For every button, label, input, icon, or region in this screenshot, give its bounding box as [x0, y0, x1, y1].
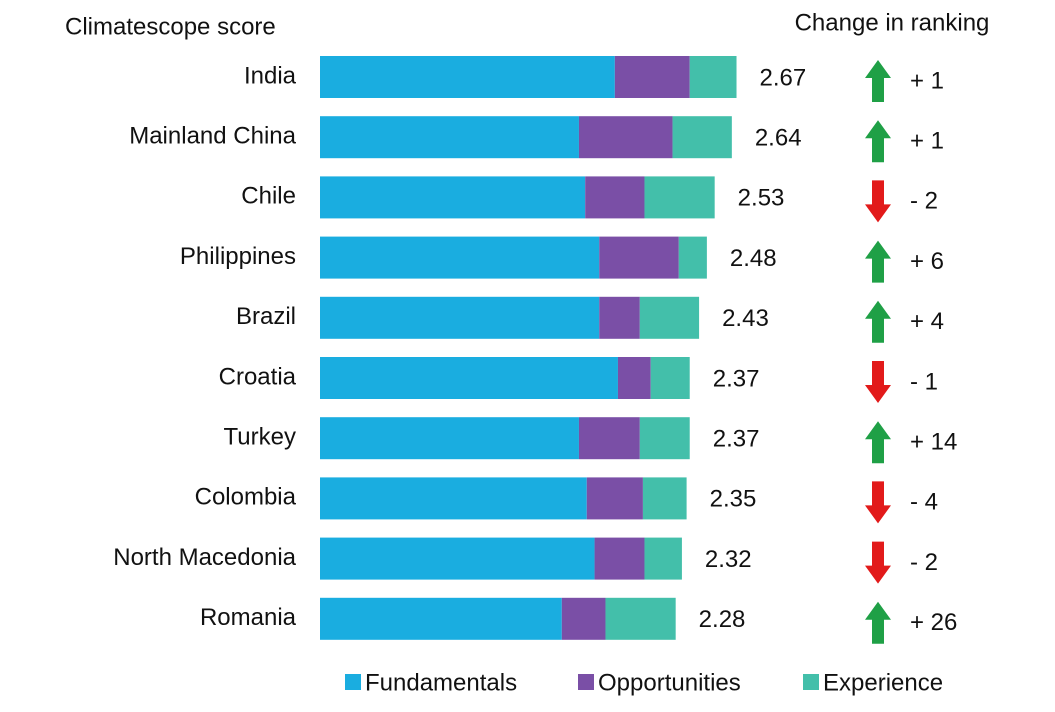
total-label: 2.48 — [730, 245, 777, 272]
bar-segment — [605, 597, 676, 640]
bar-segment — [320, 236, 600, 279]
category-label: Mainland China — [129, 123, 296, 150]
bar-segment — [320, 477, 587, 520]
change-label: + 1 — [910, 128, 944, 155]
bar-segment — [614, 56, 690, 98]
legend-label: Opportunities — [598, 669, 741, 696]
bar-segment — [644, 176, 715, 219]
bar-segment — [594, 537, 645, 580]
bar-segment — [639, 296, 700, 339]
category-label: Croatia — [219, 363, 297, 390]
total-label: 2.43 — [722, 305, 769, 332]
change-label: + 4 — [910, 308, 944, 335]
legend-swatch — [345, 674, 361, 690]
bar-segment — [642, 477, 687, 520]
bar-segment — [672, 116, 732, 159]
category-label: India — [244, 62, 297, 89]
bar-segment — [689, 56, 737, 98]
bar-segment — [561, 597, 606, 640]
change-label: - 2 — [910, 549, 938, 576]
change-arrow — [865, 421, 891, 464]
bar-segment — [578, 417, 640, 460]
total-label: 2.67 — [760, 64, 807, 91]
legend-swatch — [578, 674, 594, 690]
bar-segment — [650, 357, 690, 399]
change-arrow — [865, 240, 891, 283]
bar-segment — [617, 357, 651, 399]
change-label: + 6 — [910, 248, 944, 275]
bar-segment — [586, 477, 643, 520]
change-label: + 14 — [910, 429, 957, 456]
legend-label: Fundamentals — [365, 669, 517, 696]
total-label: 2.53 — [738, 185, 785, 212]
category-label: Romania — [200, 604, 297, 631]
change-arrow — [865, 120, 891, 163]
change-arrow — [865, 180, 891, 223]
legend-label: Experience — [823, 669, 943, 696]
change-label: + 26 — [910, 609, 957, 636]
total-label: 2.35 — [710, 486, 757, 513]
change-arrow — [865, 300, 891, 343]
total-label: 2.32 — [705, 546, 752, 573]
change-label: - 4 — [910, 489, 938, 516]
total-label: 2.37 — [713, 365, 760, 392]
change-arrow — [865, 541, 891, 584]
category-label: Colombia — [195, 484, 297, 511]
bar-segment — [320, 537, 595, 580]
legend-swatch — [803, 674, 819, 690]
change-arrow — [865, 361, 891, 403]
bar-segment — [320, 357, 618, 399]
total-label: 2.37 — [713, 426, 760, 453]
bar-segment — [320, 296, 600, 339]
category-label: Brazil — [236, 303, 296, 330]
bar-segment — [320, 56, 615, 98]
change-arrow — [865, 601, 891, 644]
category-label: Chile — [241, 183, 296, 210]
bar-segment — [320, 176, 586, 219]
bar-segment — [639, 417, 690, 460]
bar-segment — [320, 116, 579, 159]
bar-segment — [320, 597, 562, 640]
change-title: Change in ranking — [795, 9, 990, 36]
change-label: + 1 — [910, 67, 944, 94]
bar-segment — [678, 236, 707, 279]
bar-segment — [320, 417, 579, 460]
chart-title: Climatescope score — [65, 13, 276, 40]
category-label: Turkey — [224, 424, 296, 451]
bar-segment — [644, 537, 682, 580]
bar-segment — [599, 236, 679, 279]
change-arrow — [865, 60, 891, 102]
change-label: - 1 — [910, 368, 938, 395]
bar-segment — [585, 176, 645, 219]
bar-segment — [599, 296, 640, 339]
bar-segment — [578, 116, 673, 159]
category-label: Philippines — [180, 243, 296, 270]
total-label: 2.64 — [755, 125, 802, 152]
category-label: North Macedonia — [113, 544, 296, 571]
change-arrow — [865, 481, 891, 524]
total-label: 2.28 — [699, 606, 746, 633]
change-label: - 2 — [910, 188, 938, 215]
